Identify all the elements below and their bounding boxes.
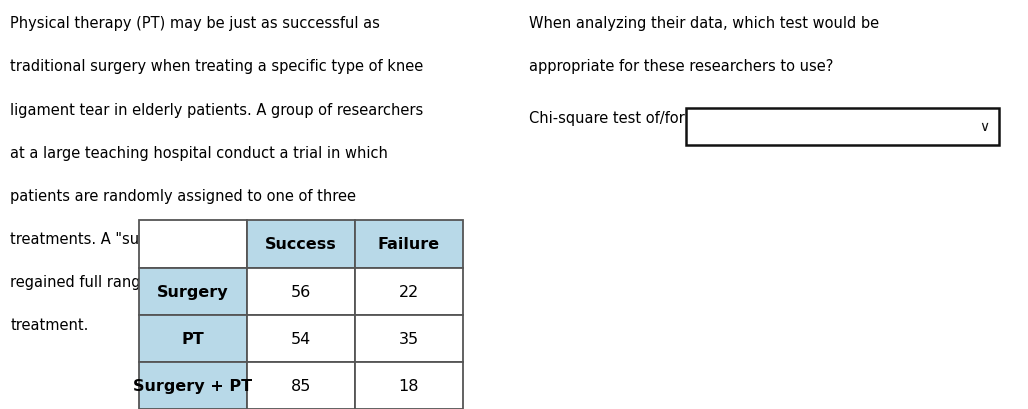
Bar — [355, 315, 463, 362]
Text: appropriate for these researchers to use?: appropriate for these researchers to use… — [529, 59, 834, 74]
Text: ligament tear in elderly patients. A group of researchers: ligament tear in elderly patients. A gro… — [10, 102, 424, 117]
Bar — [355, 221, 463, 268]
Text: Surgery + PT: Surgery + PT — [134, 378, 252, 393]
Bar — [139, 362, 247, 409]
Text: treatments. A "success" means that the subject had: treatments. A "success" means that the s… — [10, 231, 394, 246]
Bar — [139, 221, 247, 268]
Bar — [247, 268, 355, 315]
Bar — [355, 362, 463, 409]
FancyBboxPatch shape — [686, 108, 999, 145]
Text: Physical therapy (PT) may be just as successful as: Physical therapy (PT) may be just as suc… — [10, 16, 380, 31]
Bar — [355, 268, 463, 315]
Text: traditional surgery when treating a specific type of knee: traditional surgery when treating a spec… — [10, 59, 424, 74]
Text: Success: Success — [265, 237, 336, 252]
Text: Chi-square test of/for: Chi-square test of/for — [529, 110, 686, 126]
Text: PT: PT — [181, 331, 205, 346]
Text: Surgery: Surgery — [157, 284, 228, 299]
Text: Failure: Failure — [377, 237, 440, 252]
Text: When analyzing their data, which test would be: When analyzing their data, which test wo… — [529, 16, 880, 31]
Text: patients are randomly assigned to one of three: patients are randomly assigned to one of… — [10, 188, 357, 203]
Text: 56: 56 — [291, 284, 310, 299]
Text: 35: 35 — [399, 331, 418, 346]
Text: ∨: ∨ — [979, 120, 989, 134]
Text: regained full range of motion in their knee 6 months post-: regained full range of motion in their k… — [10, 274, 438, 289]
Text: at a large teaching hospital conduct a trial in which: at a large teaching hospital conduct a t… — [10, 145, 389, 160]
Text: 85: 85 — [291, 378, 310, 393]
Text: 22: 22 — [399, 284, 418, 299]
Bar — [139, 315, 247, 362]
Text: 54: 54 — [291, 331, 310, 346]
Text: treatment.: treatment. — [10, 317, 88, 332]
Bar — [247, 362, 355, 409]
Bar — [247, 221, 355, 268]
Bar — [247, 315, 355, 362]
Bar — [139, 268, 247, 315]
Text: 18: 18 — [399, 378, 418, 393]
